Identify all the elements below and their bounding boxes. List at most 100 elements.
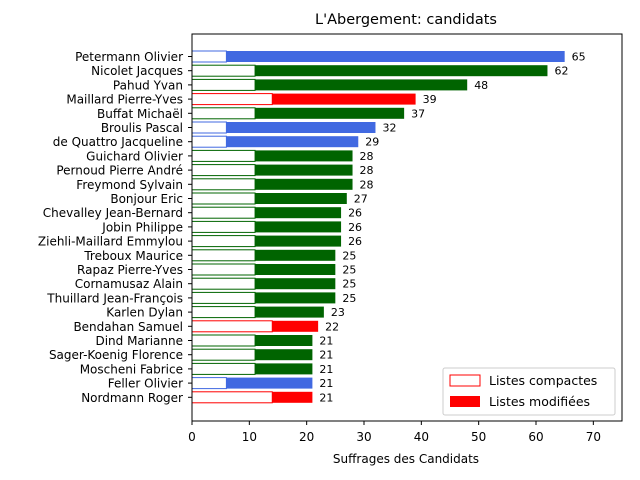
x-tick-label: 0: [188, 430, 196, 444]
bar-compactes: [191, 93, 273, 106]
y-tick-label: Buffat Michaël: [97, 107, 183, 121]
y-tick-label: Ziehli-Maillard Emmylou: [38, 235, 183, 249]
data-label: 26: [348, 207, 362, 220]
data-label: 28: [360, 150, 374, 163]
bar-modifiees: [255, 249, 336, 261]
data-label: 22: [325, 320, 339, 333]
bar-modifiees: [255, 292, 336, 304]
bar-compactes: [191, 362, 256, 375]
data-label: 39: [423, 93, 437, 106]
chart-title: L'Abergement: candidats: [315, 12, 497, 28]
y-tick-label: Petermann Olivier: [75, 50, 183, 64]
bar-compactes: [191, 50, 227, 63]
data-label: 65: [572, 51, 586, 64]
bar-modifiees: [226, 136, 359, 148]
bar-compactes: [191, 334, 256, 347]
data-label: 28: [360, 164, 374, 177]
y-tick-label: Nordmann Roger: [81, 391, 183, 405]
bar-compactes: [191, 306, 256, 319]
y-tick-label: de Quattro Jacqueline: [53, 135, 183, 149]
bar-modifiees: [255, 235, 342, 247]
y-tick-label: Feller Olivier: [108, 377, 183, 391]
bar-compactes: [191, 64, 256, 77]
data-label: 37: [411, 107, 425, 120]
y-tick-label: Treboux Maurice: [83, 249, 183, 263]
legend-label-compactes: Listes compactes: [489, 373, 597, 388]
data-label: 21: [319, 377, 333, 390]
data-label: 26: [348, 235, 362, 248]
x-tick-label: 60: [528, 430, 543, 444]
y-tick-label: Pahud Yvan: [113, 78, 183, 92]
bar-modifiees: [255, 306, 324, 318]
bar-modifiees: [255, 150, 353, 162]
y-tick-label: Maillard Pierre-Yves: [66, 93, 183, 107]
x-axis-title: Suffrages des Candidats: [333, 452, 479, 466]
bar-compactes: [191, 149, 256, 162]
bar-modifiees: [255, 107, 405, 119]
y-tick-label: Karlen Dylan: [106, 306, 183, 320]
bar-compactes: [191, 277, 256, 290]
bar-compactes: [191, 263, 256, 276]
x-tick-label: 30: [356, 430, 371, 444]
legend: Listes compactes Listes modifiées: [442, 367, 616, 416]
legend-swatch-modifiees: [450, 396, 480, 407]
bar-modifiees: [226, 122, 376, 133]
bar-compactes: [191, 235, 256, 248]
y-tick-label: Pernoud Pierre André: [56, 164, 183, 178]
bar-modifiees: [255, 164, 353, 176]
y-tick-label: Freymond Sylvain: [76, 178, 183, 192]
data-label: 32: [382, 122, 396, 135]
bar-modifiees: [255, 335, 313, 346]
data-label: 25: [342, 264, 356, 277]
x-tick-label: 10: [242, 430, 257, 444]
y-tick-label: Bendahan Samuel: [73, 320, 183, 334]
data-label: 27: [354, 193, 368, 206]
bar-modifiees: [272, 320, 319, 332]
bar-compactes: [191, 348, 256, 361]
data-labels-layer: 6562483937322928282827262626252525252322…: [319, 51, 585, 405]
y-tick-label: Guichard Olivier: [86, 149, 183, 163]
bar-modifiees: [255, 178, 353, 190]
bar-compactes: [191, 391, 273, 404]
y-tick-label: Sager-Koenig Florence: [49, 348, 183, 362]
x-tick-label: 20: [299, 430, 314, 444]
data-label: 62: [554, 65, 568, 78]
bar-modifiees: [226, 377, 313, 389]
bar-compactes: [191, 135, 227, 148]
bar-compactes: [191, 377, 227, 390]
bar-compactes: [191, 164, 256, 177]
x-axis-ticks: 0 10 20 30 40 50 60 70: [188, 421, 601, 444]
bar-compactes: [191, 320, 273, 333]
bar-compactes: [191, 291, 256, 304]
y-tick-label: Bonjour Eric: [110, 192, 183, 206]
data-label: 21: [319, 349, 333, 362]
data-label: 21: [319, 363, 333, 376]
x-tick-label: 40: [414, 430, 429, 444]
y-tick-label: Broulis Pascal: [101, 121, 183, 135]
data-label: 26: [348, 221, 362, 234]
bar-compactes: [191, 78, 256, 91]
bar-modifiees: [255, 207, 342, 219]
bar-compactes: [191, 220, 256, 233]
data-label: 29: [365, 136, 379, 149]
bars-layer: [191, 50, 565, 404]
bar-modifiees: [255, 193, 347, 204]
bar-compactes: [191, 121, 227, 134]
y-tick-label: Moscheni Fabrice: [80, 362, 183, 376]
bar-compactes: [191, 206, 256, 219]
bar-modifiees: [226, 51, 565, 62]
data-label: 25: [342, 249, 356, 262]
bar-modifiees: [255, 79, 468, 91]
data-label: 21: [319, 335, 333, 348]
y-tick-label: Rapaz Pierre-Yves: [77, 263, 183, 277]
data-label: 48: [474, 79, 488, 92]
plot-frame: [191, 33, 623, 422]
bar-modifiees: [272, 391, 313, 403]
y-tick-label: Cornamusaz Alain: [75, 277, 183, 291]
legend-label-modifiees: Listes modifiées: [489, 394, 590, 409]
legend-swatch-compactes: [449, 374, 481, 387]
bar-compactes: [191, 178, 256, 191]
y-tick-label: Dind Marianne: [95, 334, 183, 348]
y-tick-label: Nicolet Jacques: [91, 64, 183, 78]
